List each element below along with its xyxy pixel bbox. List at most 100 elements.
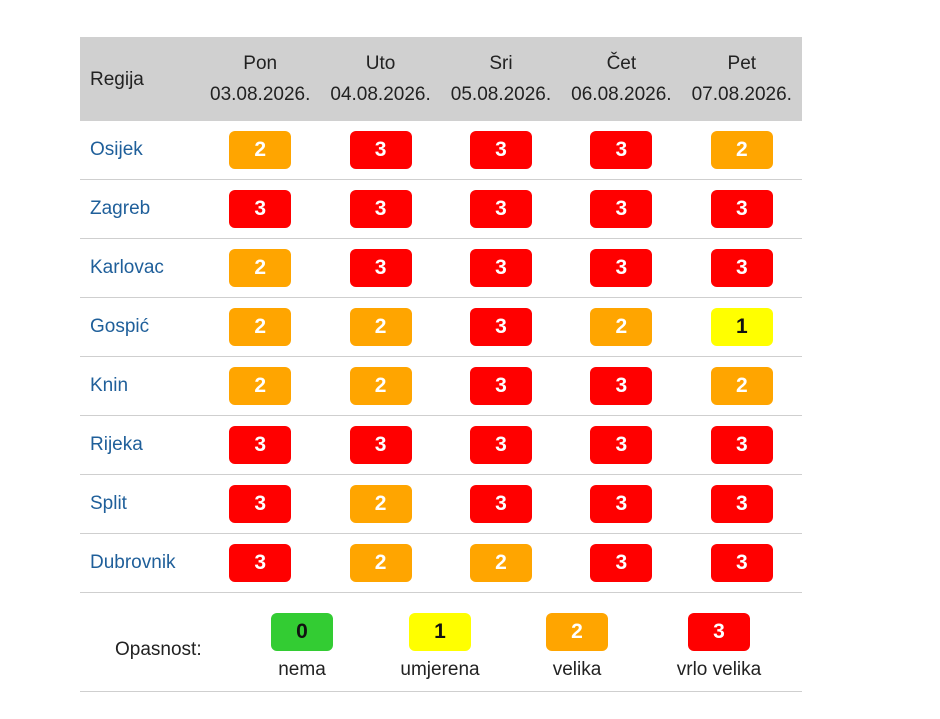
- table-row: Knin 2 2 3 3 2: [80, 356, 802, 416]
- table-row: Rijeka 3 3 3 3 3: [80, 415, 802, 475]
- danger-cell: 3: [440, 297, 562, 357]
- danger-level-badge: 3: [469, 190, 532, 228]
- danger-level-badge: 3: [349, 249, 412, 287]
- table-row: Osijek 2 3 3 3 2: [80, 121, 802, 180]
- legend-label: Opasnost:: [115, 639, 202, 660]
- danger-level-badge: 3: [590, 367, 653, 405]
- danger-cell: 3: [440, 474, 562, 534]
- region-link[interactable]: Dubrovnik: [80, 533, 200, 593]
- danger-cell: 2: [440, 533, 562, 593]
- danger-level-badge: 3: [590, 131, 653, 169]
- legend-text: vrlo velika: [676, 659, 762, 680]
- danger-level-badge: 2: [710, 131, 773, 169]
- danger-cell: 3: [320, 179, 441, 239]
- danger-cell: 2: [200, 121, 321, 180]
- danger-cell: 3: [200, 533, 321, 593]
- danger-level-badge: 3: [590, 249, 653, 287]
- danger-level-badge: 3: [229, 544, 292, 582]
- danger-cell: 2: [320, 297, 441, 357]
- legend-text: velika: [552, 659, 602, 680]
- danger-cell: 3: [561, 179, 682, 239]
- danger-cell: 3: [681, 533, 802, 593]
- region-link[interactable]: Gospić: [80, 297, 200, 357]
- danger-cell: 3: [200, 179, 321, 239]
- forecast-table: Regija Pon 03.08.2026. Uto 04.08.2026. S…: [80, 37, 802, 593]
- danger-level-badge: 3: [469, 131, 532, 169]
- table-row: Zagreb 3 3 3 3 3: [80, 179, 802, 239]
- region-link[interactable]: Karlovac: [80, 238, 200, 298]
- danger-level-badge: 3: [710, 485, 773, 523]
- region-column-header: Regija: [80, 37, 200, 121]
- day-date: 05.08.2026.: [450, 84, 552, 105]
- danger-cell: 3: [440, 415, 562, 475]
- danger-cell: 3: [440, 238, 562, 298]
- legend-text: nema: [278, 659, 326, 680]
- danger-cell: 3: [681, 474, 802, 534]
- day-name: Čet: [606, 53, 637, 74]
- table-row: Gospić 2 2 3 2 1: [80, 297, 802, 357]
- day-name: Pet: [727, 53, 757, 74]
- danger-level-badge: 3: [349, 426, 412, 464]
- table-row: Split 3 2 3 3 3: [80, 474, 802, 534]
- day-date: 07.08.2026.: [691, 84, 792, 105]
- region-link[interactable]: Zagreb: [80, 179, 200, 239]
- region-link[interactable]: Rijeka: [80, 415, 200, 475]
- danger-level-badge: 3: [710, 544, 773, 582]
- danger-cell: 2: [320, 533, 441, 593]
- legend-item: 3 vrlo velika: [659, 613, 779, 681]
- danger-cell: 2: [561, 297, 682, 357]
- day-date: 06.08.2026.: [571, 84, 672, 105]
- day-date: 04.08.2026.: [330, 84, 431, 105]
- danger-level-badge: 2: [710, 367, 773, 405]
- danger-level-badge: 3: [590, 426, 653, 464]
- danger-cell: 2: [200, 297, 321, 357]
- legend-item: 1 umjerena: [380, 613, 500, 681]
- day-name: Pon: [243, 53, 278, 74]
- day-name: Uto: [365, 53, 396, 74]
- region-link[interactable]: Knin: [80, 356, 200, 416]
- day-header: Uto 04.08.2026.: [320, 37, 441, 121]
- danger-level-badge: 3: [710, 190, 773, 228]
- region-link[interactable]: Split: [80, 474, 200, 534]
- danger-level-badge: 3: [469, 485, 532, 523]
- day-header: Pon 03.08.2026.: [200, 37, 321, 121]
- fire-danger-forecast: Regija Pon 03.08.2026. Uto 04.08.2026. S…: [80, 37, 802, 692]
- legend-badge: 1: [409, 613, 471, 651]
- danger-level-badge: 2: [229, 367, 292, 405]
- danger-level-badge: 3: [590, 485, 653, 523]
- danger-cell: 2: [320, 474, 441, 534]
- day-header: Sri 05.08.2026.: [440, 37, 562, 121]
- danger-level-badge: 2: [590, 308, 653, 346]
- legend-text: umjerena: [400, 659, 480, 680]
- danger-level-badge: 2: [229, 131, 292, 169]
- region-link[interactable]: Osijek: [80, 121, 200, 180]
- danger-cell: 3: [320, 121, 441, 180]
- danger-level-badge: 3: [229, 485, 292, 523]
- danger-level-badge: 2: [349, 308, 412, 346]
- danger-level-badge: 3: [710, 249, 773, 287]
- danger-level-badge: 2: [349, 485, 412, 523]
- table-row: Dubrovnik 3 2 2 3 3: [80, 533, 802, 593]
- danger-level-badge: 3: [229, 190, 292, 228]
- danger-level-badge: 2: [349, 544, 412, 582]
- danger-cell: 3: [200, 474, 321, 534]
- danger-cell: 3: [440, 356, 562, 416]
- danger-level-badge: 3: [590, 544, 653, 582]
- danger-level-badge: 3: [590, 190, 653, 228]
- danger-level-badge: 3: [710, 426, 773, 464]
- danger-level-badge: 3: [469, 249, 532, 287]
- table-row: Karlovac 2 3 3 3 3: [80, 238, 802, 298]
- day-date: 03.08.2026.: [210, 84, 311, 105]
- danger-level-badge: 2: [349, 367, 412, 405]
- danger-cell: 2: [320, 356, 441, 416]
- danger-cell: 3: [681, 415, 802, 475]
- danger-cell: 2: [681, 356, 802, 416]
- danger-level-badge: 2: [469, 544, 532, 582]
- danger-level-badge: 3: [469, 308, 532, 346]
- danger-cell: 2: [681, 121, 802, 180]
- legend-badge: 3: [688, 613, 750, 651]
- danger-level-badge: 1: [710, 308, 773, 346]
- danger-cell: 3: [561, 121, 682, 180]
- danger-cell: 3: [561, 474, 682, 534]
- day-header: Čet 06.08.2026.: [561, 37, 682, 121]
